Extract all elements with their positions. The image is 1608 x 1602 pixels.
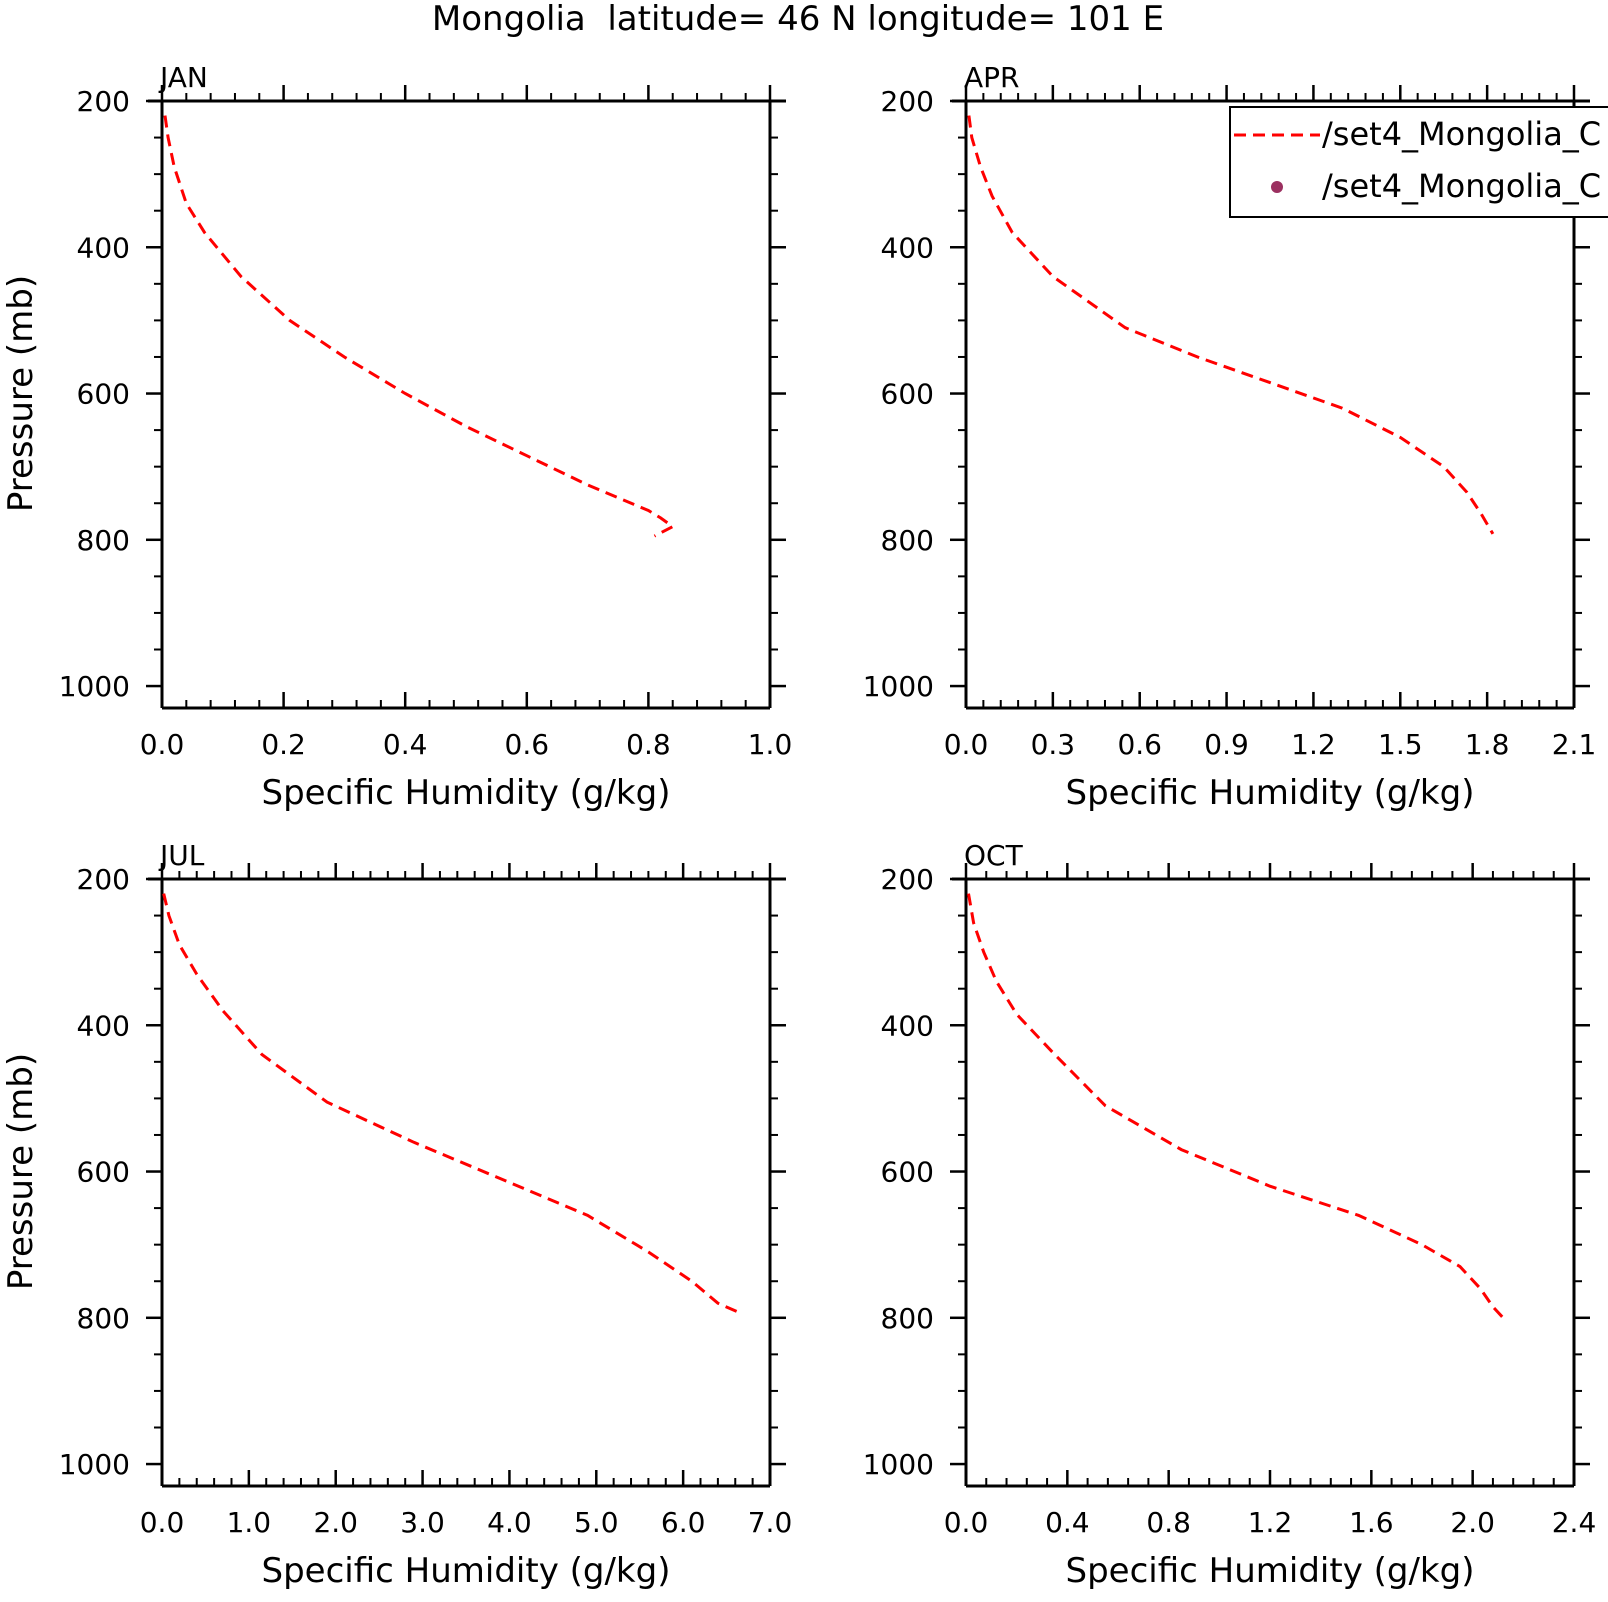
- legend-label: /set4_Mongolia_C: [1322, 115, 1601, 153]
- series-line-model: [967, 893, 1505, 1319]
- x-tick-label: 1.0: [227, 1506, 272, 1539]
- x-tick-label: 0.3: [1031, 728, 1076, 761]
- x-tick-label: 0.0: [944, 1506, 989, 1539]
- y-tick-label: 200: [881, 85, 934, 118]
- x-tick-label: 1.5: [1378, 728, 1423, 761]
- x-tick-label: 0.0: [944, 728, 989, 761]
- y-tick-label: 400: [77, 1009, 130, 1042]
- y-tick-label: 800: [881, 524, 934, 557]
- y-tick-label: 400: [881, 1009, 934, 1042]
- x-tick-label: 0.4: [1045, 1506, 1090, 1539]
- x-tick-label: 2.4: [1552, 1506, 1597, 1539]
- y-axis-label: Pressure (mb): [1, 275, 41, 512]
- legend: /set4_Mongolia_C/set4_Mongolia_C: [1229, 106, 1608, 218]
- x-tick-label: 7.0: [748, 1506, 793, 1539]
- panel-label: JUL: [158, 839, 205, 872]
- figure-title: Mongolia latitude= 46 N longitude= 101 E: [432, 0, 1164, 39]
- x-tick-label: 0.6: [505, 728, 550, 761]
- legend-box: [1229, 106, 1608, 218]
- x-tick-label: 0.8: [1146, 1506, 1191, 1539]
- y-tick-label: 400: [881, 231, 934, 264]
- y-tick-label: 600: [881, 1156, 934, 1189]
- y-tick-label: 600: [77, 1156, 130, 1189]
- y-tick-label: 1000: [863, 1448, 934, 1481]
- x-tick-label: 0.9: [1204, 728, 1249, 761]
- x-tick-label: 1.0: [748, 728, 793, 761]
- panel-jul: JUL 0.0 1.0 2.0 3.0 4.0 5.0 6.0 7.0 200 400 600 800 1…: [1, 839, 792, 1591]
- x-tick-label: 5.0: [574, 1506, 619, 1539]
- panel-label: JAN: [158, 61, 208, 94]
- series-line-model: [162, 893, 741, 1315]
- x-axis-label: Specific Humidity (g/kg): [1066, 1551, 1475, 1591]
- x-tick-label: 0.4: [383, 728, 428, 761]
- x-tick-label: 1.6: [1349, 1506, 1394, 1539]
- panel-label: OCT: [964, 839, 1024, 872]
- x-tick-label: 2.0: [313, 1506, 358, 1539]
- legend-swatch-dot: [1271, 181, 1283, 193]
- x-tick-label: 0.2: [261, 728, 306, 761]
- y-tick-label: 800: [77, 1302, 130, 1335]
- legend-label: /set4_Mongolia_C: [1322, 167, 1601, 205]
- x-tick-label: 3.0: [400, 1506, 445, 1539]
- y-tick-label: 200: [77, 85, 130, 118]
- x-tick-label: 0.8: [626, 728, 671, 761]
- y-axis-label: Pressure (mb): [1, 1053, 41, 1290]
- x-tick-label: 2.0: [1450, 1506, 1495, 1539]
- y-tick-label: 200: [881, 863, 934, 896]
- x-tick-label: 0.0: [140, 1506, 185, 1539]
- x-tick-label: 4.0: [487, 1506, 532, 1539]
- x-axis-label: Specific Humidity (g/kg): [262, 1551, 671, 1591]
- x-axis-label: Specific Humidity (g/kg): [1066, 773, 1475, 813]
- y-tick-label: 800: [77, 524, 130, 557]
- panel-label: APR: [964, 61, 1020, 94]
- panels-group: JAN 0.0 0.2 0.4 0.6 0.8 1.0 200 400 600 800 1000 Spe…: [1, 61, 1596, 1591]
- x-tick-label: 6.0: [661, 1506, 706, 1539]
- y-tick-label: 200: [77, 863, 130, 896]
- panel-jan: JAN 0.0 0.2 0.4 0.6 0.8 1.0 200 400 600 800 1000 Spe…: [1, 61, 792, 813]
- x-tick-label: 1.2: [1248, 1506, 1293, 1539]
- x-tick-label: 1.8: [1465, 728, 1510, 761]
- panel-oct: OCT 0.0 0.4 0.8 1.2 1.6 2.0 2.4 200 400 600 800 1000…: [863, 839, 1597, 1591]
- y-tick-label: 1000: [59, 670, 130, 703]
- y-tick-label: 1000: [863, 670, 934, 703]
- x-tick-label: 2.1: [1552, 728, 1597, 761]
- y-tick-label: 400: [77, 231, 130, 264]
- series-line-model: [163, 115, 676, 538]
- y-tick-label: 1000: [59, 1448, 130, 1481]
- y-tick-label: 800: [881, 1302, 934, 1335]
- x-axis-label: Specific Humidity (g/kg): [262, 773, 671, 813]
- y-tick-label: 600: [881, 378, 934, 411]
- series-line-model: [967, 115, 1495, 535]
- panel-apr: APR 0.0 0.3 0.6 0.9 1.2 1.5 1.8 2.1 200 400 600 800 1…: [863, 61, 1597, 813]
- x-tick-label: 1.2: [1291, 728, 1336, 761]
- y-tick-label: 600: [77, 378, 130, 411]
- x-tick-label: 0.0: [140, 728, 185, 761]
- x-tick-label: 0.6: [1117, 728, 1162, 761]
